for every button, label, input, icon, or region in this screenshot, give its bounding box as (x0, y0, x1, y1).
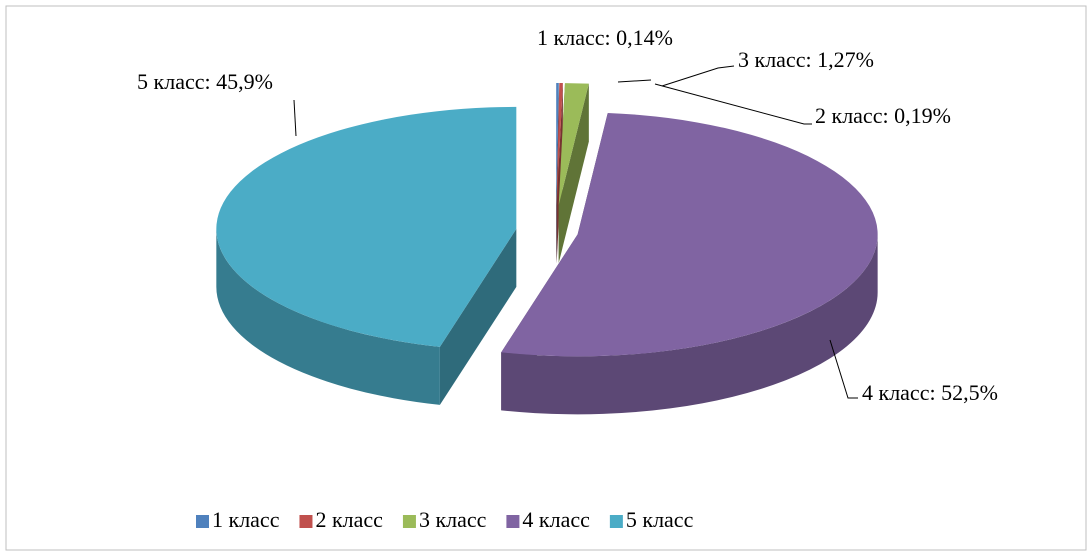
pie-slice (556, 83, 563, 206)
slice-outer-wall (216, 228, 440, 405)
data-label: 2 класс: 0,19% (815, 103, 951, 128)
legend-swatch (506, 515, 520, 528)
data-label: 4 класс: 52,5% (862, 380, 998, 405)
pie-slice (501, 112, 878, 357)
data-labels: 1 класс: 0,14% 2 класс: 0,19% 3 класс: 1,2… (137, 25, 998, 405)
slice-outer-wall (501, 234, 878, 415)
slice-cut-face (556, 83, 563, 264)
leader-line (661, 65, 735, 87)
legend-swatch (196, 515, 209, 528)
slice-cut-face (439, 228, 517, 405)
leader-line (829, 339, 858, 399)
slice-tops (216, 83, 878, 357)
pie-slice (216, 106, 517, 347)
legend-swatch (609, 515, 623, 528)
legend-label: 4 класс (522, 507, 590, 532)
chart-frame (5, 5, 1087, 551)
legend-label: 5 класс (626, 507, 694, 532)
data-label: 3 класс: 1,27% (738, 47, 874, 72)
slice-cut-face (558, 83, 589, 264)
legend-label: 1 класс (212, 507, 280, 532)
data-label: 1 класс: 0,14% (537, 25, 673, 50)
legend-label: 2 класс (315, 507, 383, 532)
leader-line (617, 79, 652, 83)
pie-slice (558, 83, 589, 206)
legend-label: 3 класс (419, 507, 487, 532)
leader-line (293, 99, 297, 137)
legend-swatch (299, 515, 313, 528)
leader-line (654, 83, 812, 125)
data-label: 5 класс: 45,9% (137, 69, 273, 94)
pie-slice (556, 83, 559, 206)
legend-swatch (402, 515, 416, 528)
legend: 1 класс 2 класс 3 класс 4 класс 5 класс (196, 507, 694, 532)
